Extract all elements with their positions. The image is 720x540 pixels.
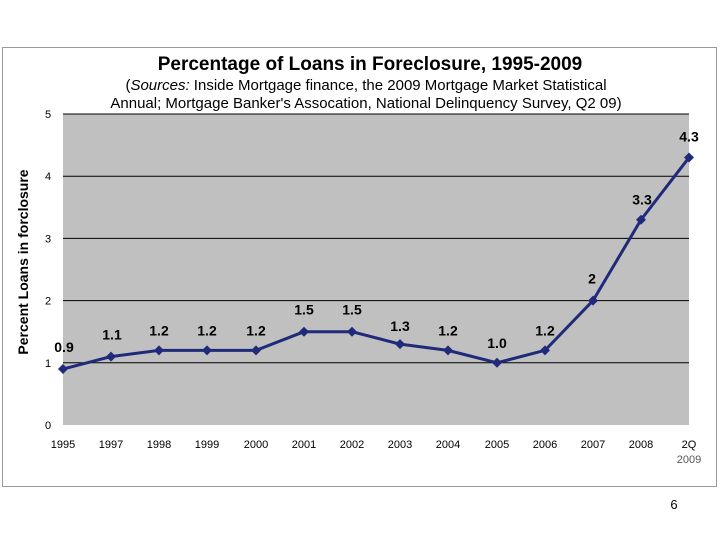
data-point-2003 <box>395 339 405 350</box>
plot-area <box>63 114 689 425</box>
x-tick-2006: 2006 <box>533 439 557 451</box>
x-tick-2008: 2008 <box>629 439 653 451</box>
data-point-2002 <box>347 326 357 337</box>
y-tick-5: 5 <box>45 109 51 121</box>
chart-subtitle-line2: Annual; Mortgage Banker's Assocation, Na… <box>110 95 621 112</box>
data-point-1995 <box>58 364 68 375</box>
data-point-1997 <box>106 351 116 362</box>
x-tick-2001: 2001 <box>292 439 316 451</box>
y-tick-0: 0 <box>45 420 51 432</box>
data-label-2008: 3.3 <box>632 192 652 208</box>
y-tick-1: 1 <box>45 358 51 370</box>
data-label-2001: 1.5 <box>294 302 314 318</box>
x-tick-1999: 1999 <box>195 439 219 451</box>
x-tick-1998: 1998 <box>147 439 171 451</box>
data-label-2006: 1.2 <box>535 322 555 338</box>
data-point-2008 <box>636 214 646 225</box>
data-label-2Q: 4.3 <box>679 129 699 145</box>
x-tick-2002: 2002 <box>340 439 364 451</box>
data-label-2003: 1.3 <box>390 318 410 334</box>
y-tick-2: 2 <box>45 296 51 308</box>
data-point-1998 <box>154 345 164 356</box>
data-label-1997: 1.1 <box>102 327 122 343</box>
subtitle-line1-rest: Inside Mortgage finance, the 2009 Mortga… <box>190 77 607 94</box>
x-tick-2004: 2004 <box>436 439 460 451</box>
y-tick-4: 4 <box>45 171 51 183</box>
data-label-2000: 1.2 <box>246 322 266 338</box>
gridlines <box>63 113 689 364</box>
y-tick-labels: 0 1 2 3 4 5 <box>45 109 51 432</box>
data-point-2005 <box>492 357 502 368</box>
data-point-2006 <box>540 345 550 356</box>
data-label-1999: 1.2 <box>197 322 217 338</box>
subtitle-sources-word: Sources: <box>130 77 189 94</box>
x-tick-2005: 2005 <box>485 439 509 451</box>
series-line <box>62 156 691 371</box>
page-number: 6 <box>670 497 678 512</box>
data-point-2Q <box>684 152 694 163</box>
subtitle-paren: ( <box>125 77 130 94</box>
data-point-2004 <box>443 345 453 356</box>
data-label-2004: 1.2 <box>438 322 458 338</box>
x-tick-2003: 2003 <box>388 439 412 451</box>
x-tick-1997: 1997 <box>99 439 123 451</box>
y-tick-3: 3 <box>45 233 51 245</box>
x-tick-2Q: 2Q <box>682 439 697 451</box>
x-tick-1995: 1995 <box>51 439 75 451</box>
x-tick-labels: 1995 1997 1998 1999 2000 2001 2002 2003 2004 2005… <box>51 439 701 466</box>
x-tick-sublabel-2009: 2009 <box>677 454 701 466</box>
chart-subtitle-line1: (Sources: Inside Mortgage finance, the 2… <box>125 77 606 94</box>
data-label-2005: 1.0 <box>487 335 507 351</box>
data-labels: 0.9 1.1 1.2 1.2 1.2 1.5 1.5 1.3 1.2 1.0 1.2 2 3.3 4.3 <box>54 129 699 355</box>
x-tick-2007: 2007 <box>581 439 605 451</box>
data-label-2007: 2 <box>588 271 596 287</box>
data-point-2007 <box>588 295 598 306</box>
y-axis-label: Percent Loans in forclosure <box>15 169 31 354</box>
data-label-1995: 0.9 <box>54 339 74 355</box>
data-point-2000 <box>251 345 261 356</box>
data-point-2001 <box>299 326 309 337</box>
x-tick-2000: 2000 <box>244 439 268 451</box>
chart-title: Percentage of Loans in Foreclosure, 1995… <box>158 54 583 75</box>
data-label-1998: 1.2 <box>149 322 169 338</box>
data-label-2002: 1.5 <box>342 302 362 318</box>
data-point-1999 <box>202 345 212 356</box>
series-markers <box>58 152 694 375</box>
